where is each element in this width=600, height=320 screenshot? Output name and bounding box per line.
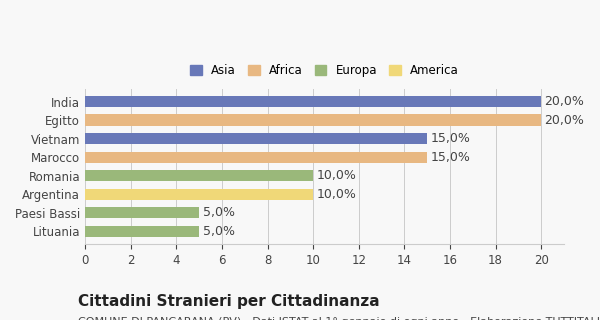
Bar — [85, 226, 199, 237]
Text: 15,0%: 15,0% — [431, 132, 470, 145]
Bar — [85, 170, 313, 181]
Bar — [85, 115, 541, 126]
Text: 5,0%: 5,0% — [203, 206, 235, 219]
Bar — [85, 133, 427, 144]
Text: 15,0%: 15,0% — [431, 151, 470, 164]
Bar — [85, 207, 199, 218]
Text: 10,0%: 10,0% — [317, 188, 356, 201]
Text: 20,0%: 20,0% — [545, 95, 584, 108]
Text: 5,0%: 5,0% — [203, 225, 235, 238]
Text: 10,0%: 10,0% — [317, 169, 356, 182]
Text: COMUNE DI PANCARANA (PV) - Dati ISTAT al 1° gennaio di ogni anno - Elaborazione : COMUNE DI PANCARANA (PV) - Dati ISTAT al… — [78, 317, 600, 320]
Bar — [85, 188, 313, 200]
Text: Cittadini Stranieri per Cittadinanza: Cittadini Stranieri per Cittadinanza — [78, 294, 380, 309]
Text: 20,0%: 20,0% — [545, 114, 584, 126]
Legend: Asia, Africa, Europa, America: Asia, Africa, Europa, America — [187, 61, 463, 81]
Bar — [85, 152, 427, 163]
Bar — [85, 96, 541, 107]
